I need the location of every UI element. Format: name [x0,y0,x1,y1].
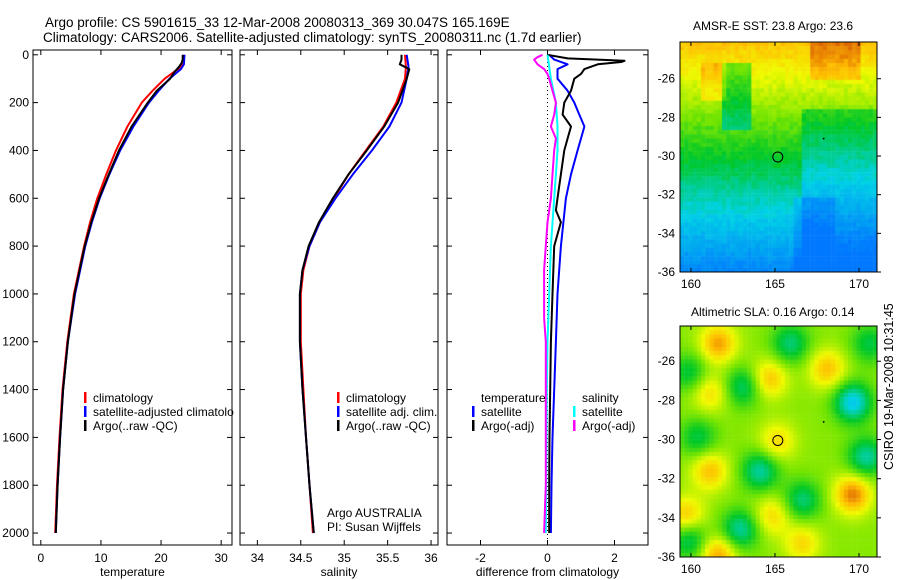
diff-series-temperature-argo-adj- [547,53,626,533]
temp-series-argo-raw-qc- [54,54,184,534]
sla_map-ytick-label: -32 [658,472,676,486]
temp-legend-0-swatch [84,392,87,403]
pi-annotation: PI: Susan Wijffels [327,520,421,534]
diff-legend-temp-argo-swatch [472,420,475,431]
temp-xtick-label: 10 [94,551,108,565]
depth-tick-label: 2000 [2,526,29,540]
temp-xlabel: temperature [100,565,165,579]
sal-legend-2-swatch [337,420,340,431]
sst-map-title: AMSR-E SST: 23.8 Argo: 23.6 [693,19,854,33]
sla-map-title: Altimetric SLA: 0.16 Argo: 0.14 [691,305,855,319]
temp-legend-2-label: Argo(..raw -QC) [93,419,178,433]
sla-heatmap [680,326,877,557]
depth-tick-label: 0 [22,48,29,62]
sla_map-xtick-label: 160 [681,562,701,576]
sla_map-ytick-label: -36 [658,550,676,564]
sal-xtick-label: 36 [424,551,438,565]
sal-xtick-label: 34.5 [289,551,313,565]
sst_map-axes-box [679,41,878,273]
sst_map-ytick-label: -26 [658,72,676,86]
sal-series-satellite-adj-clim- [298,54,410,534]
temp-legend-1-swatch [84,406,87,417]
figure-title-line1: Argo profile: CS 5901615_33 12-Mar-2008 … [45,15,510,30]
depth-tick-label: 1200 [2,335,29,349]
diff-xtick-label: 2 [611,551,618,565]
sal-legend-0-swatch [337,392,340,403]
depth-tick-label: 1000 [2,287,29,301]
sla_map-ytick-label: -30 [658,433,676,447]
diff-legend-salinity-title: salinity [582,391,619,405]
temp-legend-2-swatch [84,420,87,431]
sst_map-xtick-label: 160 [681,277,701,291]
temp-xtick-label: 20 [154,551,168,565]
temp-legend-0-label: climatology [93,391,153,405]
depth-tick-label: 400 [9,143,29,157]
sst_map-ytick-label: -32 [658,188,676,202]
sla_map-float-track-dot [822,421,825,423]
sst_map-float-track-dot [822,137,825,140]
diff-legend-sal-argo-swatch [573,420,576,431]
sst_map-xtick-label: 170 [849,277,869,291]
sal-legend-1-label: satellite adj. clim. [346,405,437,419]
diff-legend-temp-sat-swatch [472,406,475,417]
depth-tick-label: 200 [9,96,29,110]
diff-legend-sal-sat-label: satellite [582,405,623,419]
temp-axes-box [32,49,233,546]
sst_map-ytick-label: -36 [658,265,676,279]
sla_map-ytick-label: -28 [658,393,676,407]
sst_map-ytick-label: -28 [658,110,676,124]
sal-xtick-label: 35.5 [376,551,400,565]
sal-series-argo-raw-qc- [298,54,411,534]
sst_map-argo-position-marker [772,151,784,163]
sal-xtick-label: 35 [338,551,352,565]
sal-legend-0-label: climatology [346,391,406,405]
diff-legend-temperature-title: temperature [481,391,546,405]
diff-xtick-label: -2 [475,551,486,565]
temp-xtick-label: 0 [37,551,44,565]
figure-title-line2: Climatology: CARS2006. Satellite-adjuste… [43,30,582,45]
sst_map-ytick-label: -34 [658,226,676,240]
sal-legend-2-label: Argo(..raw -QC) [346,419,431,433]
sla_map-axes-box [679,325,878,558]
sal-legend-1-swatch [337,406,340,417]
diff-legend-temp-sat-label: satellite [481,405,522,419]
diff-legend-sal-sat-swatch [573,406,576,417]
argo-australia-annotation: Argo AUSTRALIA [327,506,422,520]
diff-xlabel: difference from climatology [476,565,619,579]
temp-legend-1-label: satellite-adjusted climatolo [93,405,234,419]
sla_map-xtick-label: 165 [765,562,785,576]
sla_map-xtick-label: 170 [849,562,869,576]
depth-tick-label: 600 [9,191,29,205]
sal-xlabel: salinity [321,565,358,579]
sla_map-argo-position-marker [772,434,784,446]
temp-xtick-label: 30 [214,551,228,565]
sla_map-ytick-label: -34 [658,511,676,525]
diff-legend-temp-argo-label: Argo(-adj) [481,419,534,433]
diff-series-salinity-argo-adj- [533,53,557,534]
sla_map-ytick-label: -26 [658,354,676,368]
sst_map-xtick-label: 165 [765,277,785,291]
diff-xtick-label: 0 [544,551,551,565]
depth-tick-label: 1600 [2,430,29,444]
timestamp-stamp: CSIRO 19-Mar-2008 10:31:45 [882,303,896,470]
diff-series-temperature-satellite [548,54,586,534]
sst_map-ytick-label: -30 [658,149,676,163]
depth-tick-label: 1400 [2,383,29,397]
sal-xtick-label: 34 [251,551,265,565]
diff-legend-sal-argo-label: Argo(-adj) [582,419,635,433]
sst-heatmap [680,42,877,272]
depth-tick-label: 1800 [2,478,29,492]
sal-axes-box [239,49,439,546]
depth-tick-label: 800 [9,239,29,253]
